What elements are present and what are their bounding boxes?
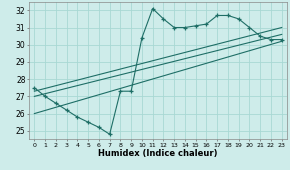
X-axis label: Humidex (Indice chaleur): Humidex (Indice chaleur)	[98, 149, 218, 158]
